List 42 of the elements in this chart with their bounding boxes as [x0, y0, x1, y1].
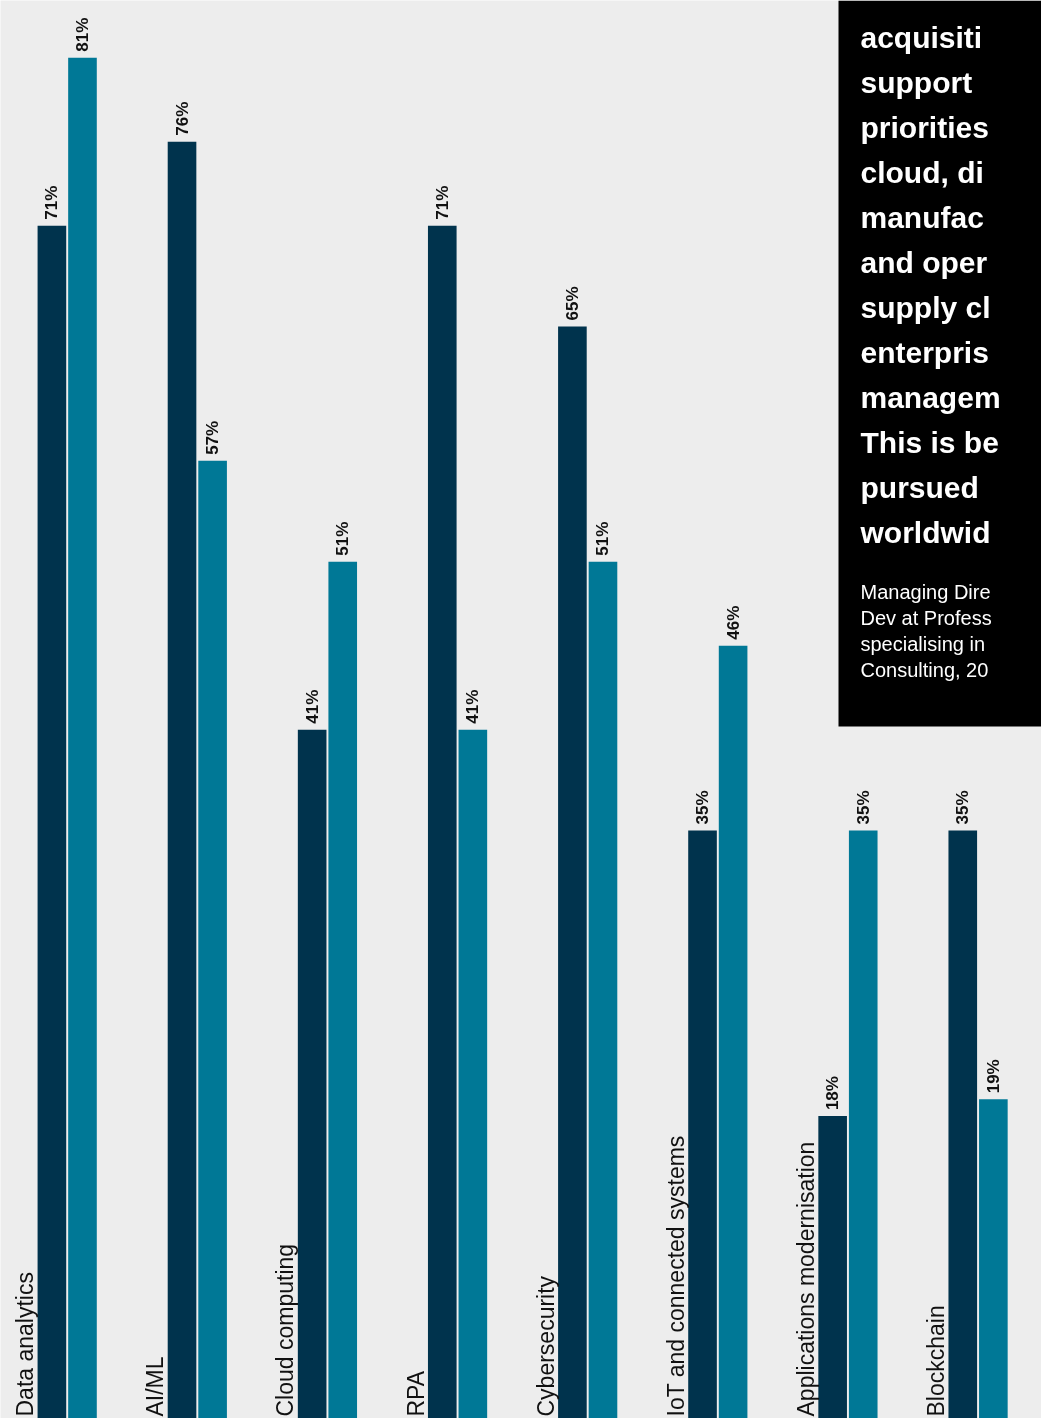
data-label: 41%: [302, 689, 322, 724]
bar: [718, 645, 748, 1418]
data-label: 71%: [432, 185, 452, 220]
data-label: 35%: [853, 790, 873, 825]
bar: [198, 460, 227, 1418]
annotation: Managing Dire Dev at Profess specialising in Consulting, 20: [860, 580, 992, 681]
x-tick-label: Data analytics: [12, 1272, 39, 1417]
data-label: 65%: [562, 286, 582, 321]
bar: [948, 830, 978, 1418]
data-label: 35%: [693, 790, 713, 825]
x-tick-label: Cybersecurity: [532, 1275, 559, 1417]
bar: [588, 561, 618, 1418]
data-label: 51%: [333, 521, 353, 556]
bar: [688, 830, 717, 1418]
bar: [297, 729, 327, 1418]
x-tick-label: AI/ML: [142, 1356, 169, 1417]
data-label: 81%: [72, 17, 92, 52]
bar: [68, 57, 97, 1418]
text: acquisiti support priorities cloud, di manufac and oper supply cl enterpris managem This is be pursued worldwid: [860, 20, 1001, 549]
x-tick-label: IoT and connected systems: [662, 1135, 689, 1417]
bar: [848, 830, 878, 1418]
data-label: 18%: [823, 1076, 843, 1111]
bar: [558, 326, 587, 1418]
data-label: 71%: [42, 185, 62, 220]
bar: [328, 561, 358, 1418]
bar: [167, 141, 197, 1418]
x-tick-label: Applications modernisation: [792, 1141, 819, 1417]
x-tick-label: RPA: [402, 1370, 429, 1417]
bar: [458, 729, 488, 1418]
data-label: 46%: [723, 605, 743, 640]
bar: [427, 225, 457, 1418]
data-label: 19%: [983, 1059, 1003, 1094]
data-label: 51%: [593, 521, 613, 556]
data-label: 41%: [463, 689, 483, 724]
data-label: 76%: [172, 101, 192, 136]
bar: [979, 1099, 1008, 1418]
data-label: 57%: [203, 420, 223, 455]
bar: [37, 225, 67, 1418]
x-tick-label: Cloud computing: [272, 1243, 299, 1417]
data-label: 35%: [953, 790, 973, 825]
bar: [818, 1116, 847, 1418]
x-tick-label: Blockchain: [923, 1305, 950, 1417]
